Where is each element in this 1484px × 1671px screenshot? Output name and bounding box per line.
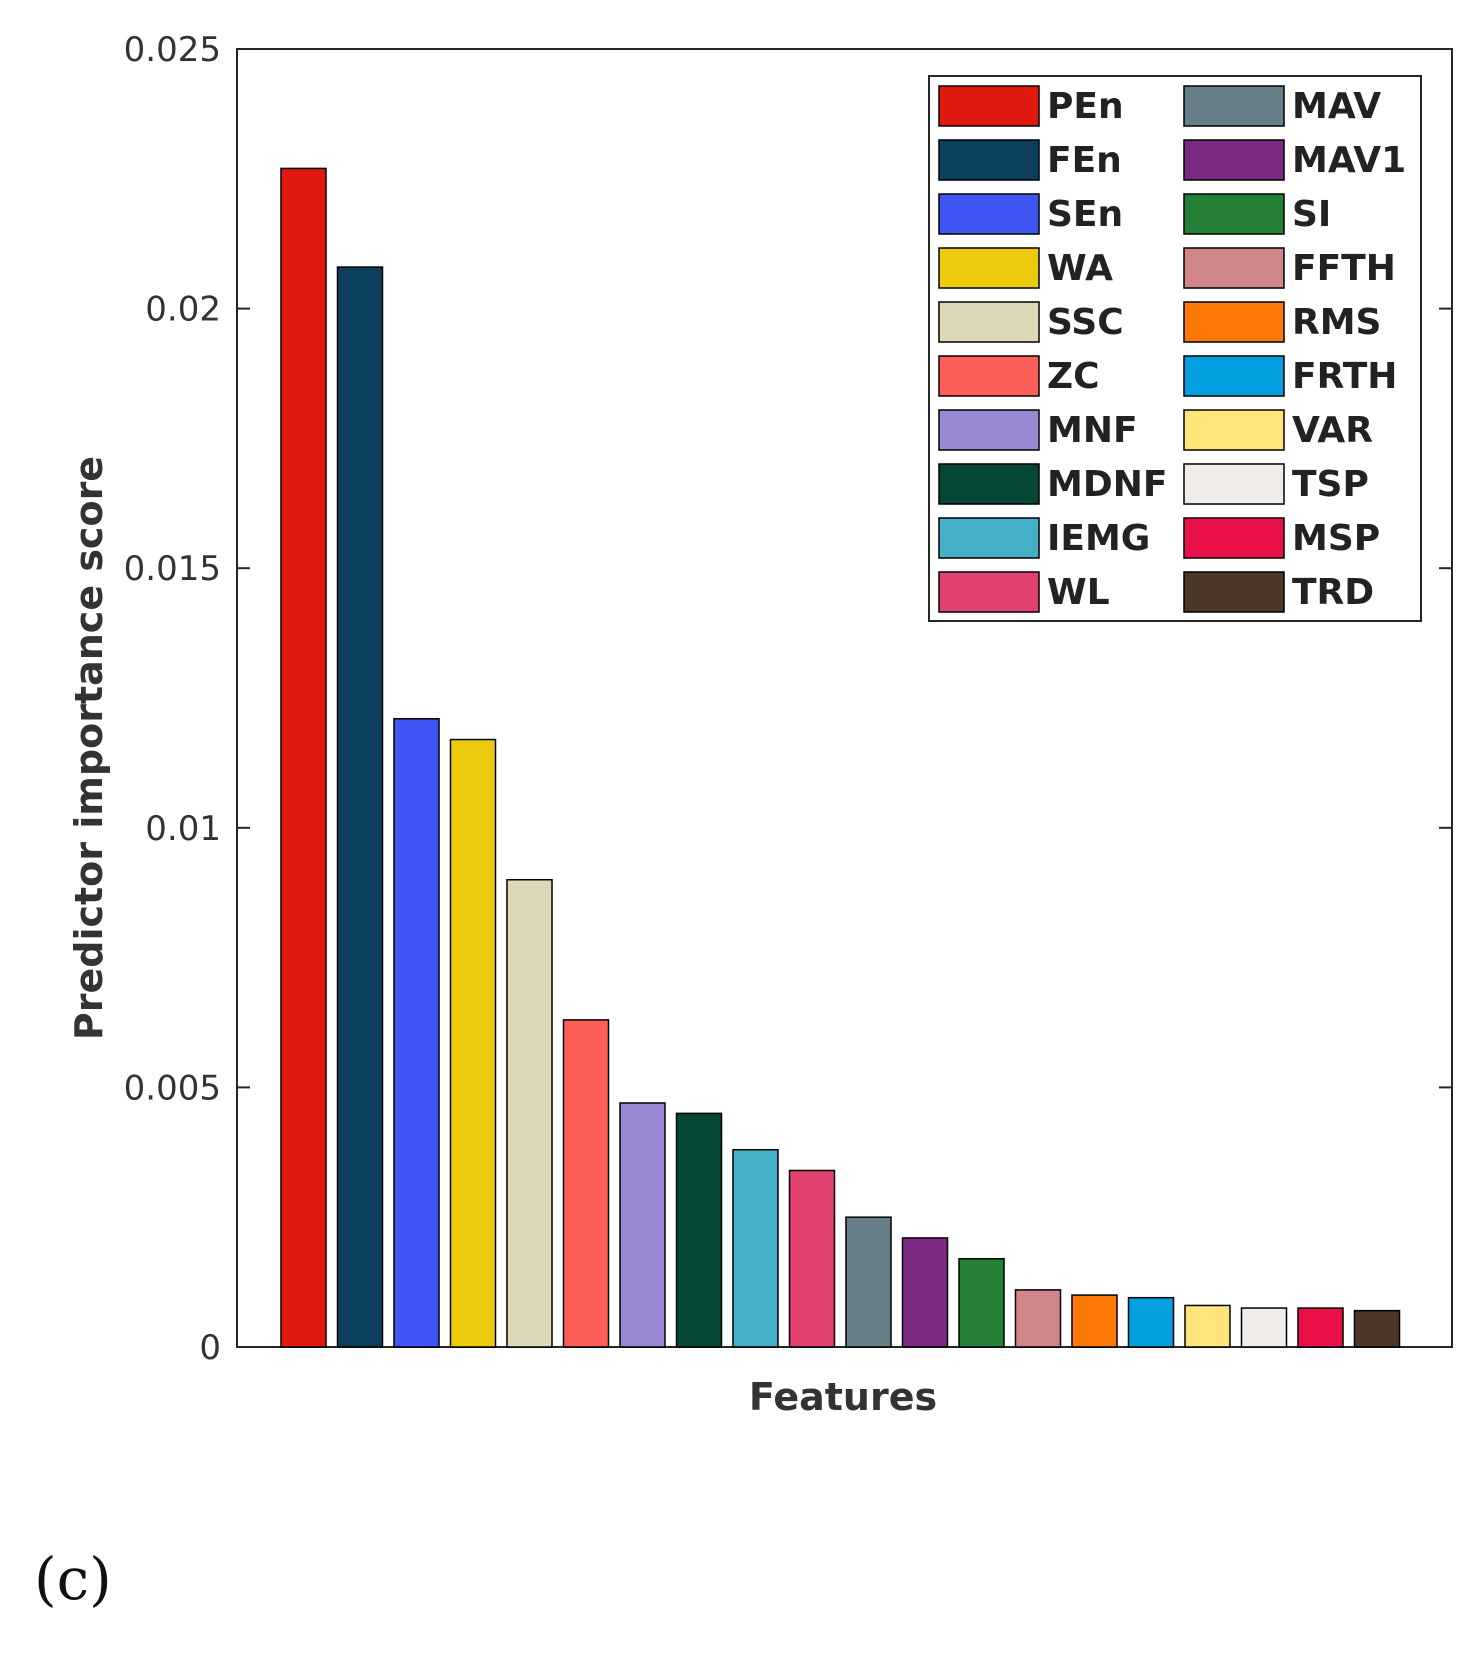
bar-sen [393, 718, 440, 1348]
legend-swatch-wa [938, 247, 1040, 289]
legend-label-wl: WL [1047, 572, 1110, 613]
legend-swatch-mav1 [1183, 139, 1285, 181]
legend-swatch-mav [1183, 85, 1285, 127]
bar-frth [1127, 1296, 1175, 1348]
y-tick-label: 0.015 [124, 549, 221, 589]
legend-swatch-fen [938, 139, 1040, 181]
legend-label-fen: FEn [1047, 140, 1122, 181]
bar-ssc [506, 878, 553, 1348]
legend-label-rms: RMS [1292, 302, 1381, 343]
x-axis-title: Features [749, 1375, 937, 1419]
legend-swatch-pen [938, 85, 1040, 127]
y-tick-label: 0.025 [124, 30, 221, 70]
legend-swatch-si [1183, 193, 1285, 235]
legend-label-frth: FRTH [1292, 356, 1397, 397]
bar-rms [1071, 1294, 1118, 1348]
legend-swatch-ffth [1183, 247, 1285, 289]
legend-swatch-wl [938, 571, 1040, 613]
bar-mnf [619, 1102, 666, 1348]
legend: PEn FEn SEn WA SSC ZC MNF MDNF IEMG WL MAV MAV1 SI FF… [928, 75, 1422, 622]
legend-label-zc: ZC [1047, 356, 1100, 397]
y-tick-label: 0 [199, 1328, 221, 1368]
legend-label-var: VAR [1292, 410, 1373, 451]
bar-msp [1297, 1307, 1344, 1348]
legend-label-iemg: IEMG [1047, 518, 1150, 559]
legend-swatch-ssc [938, 301, 1040, 343]
bar-fen [336, 266, 384, 1348]
bar-mav [845, 1216, 892, 1348]
legend-swatch-frth [1183, 355, 1285, 397]
bar-mdnf [675, 1112, 723, 1348]
bar-si [958, 1257, 1005, 1348]
bar-tsp [1240, 1307, 1288, 1348]
y-tick-label: 0.005 [124, 1068, 221, 1108]
legend-label-trd: TRD [1292, 572, 1374, 613]
legend-label-mnf: MNF [1047, 410, 1138, 451]
bar-wl [788, 1169, 836, 1348]
panel-label: (c) [34, 1545, 112, 1613]
legend-swatch-trd [1183, 571, 1285, 613]
bar-wa [449, 738, 497, 1348]
bar-ffth [1014, 1289, 1062, 1348]
legend-label-mav: MAV [1292, 86, 1381, 127]
legend-label-ssc: SSC [1047, 302, 1124, 343]
legend-swatch-rms [1183, 301, 1285, 343]
legend-swatch-msp [1183, 517, 1285, 559]
y-axis-title: Predictor importance score [67, 456, 111, 1040]
y-tick-label: 0.01 [145, 809, 221, 849]
legend-label-pen: PEn [1047, 86, 1124, 127]
legend-swatch-sen [938, 193, 1040, 235]
y-axis-ticks: 0 0.005 0.01 0.015 0.02 0.025 [124, 30, 1452, 1368]
legend-label-mav1: MAV1 [1292, 140, 1406, 181]
legend-swatch-zc [938, 355, 1040, 397]
legend-label-msp: MSP [1292, 518, 1380, 559]
bar-iemg [732, 1148, 779, 1348]
legend-label-ffth: FFTH [1292, 248, 1396, 289]
bars [280, 167, 1401, 1348]
bar-zc [562, 1019, 610, 1348]
legend-swatch-var [1183, 409, 1285, 451]
legend-swatch-tsp [1183, 463, 1285, 505]
legend-swatch-mdnf [938, 463, 1040, 505]
legend-swatch-iemg [938, 517, 1040, 559]
legend-label-mdnf: MDNF [1047, 464, 1167, 505]
legend-label-wa: WA [1047, 248, 1113, 289]
bar-trd [1353, 1309, 1401, 1348]
legend-label-si: SI [1292, 194, 1331, 235]
bar-pen [280, 167, 327, 1348]
y-tick-label: 0.02 [145, 290, 221, 330]
legend-label-sen: SEn [1047, 194, 1123, 235]
legend-swatch-mnf [938, 409, 1040, 451]
bar-var [1184, 1304, 1231, 1348]
bar-mav1 [901, 1237, 949, 1348]
legend-label-tsp: TSP [1292, 464, 1369, 505]
